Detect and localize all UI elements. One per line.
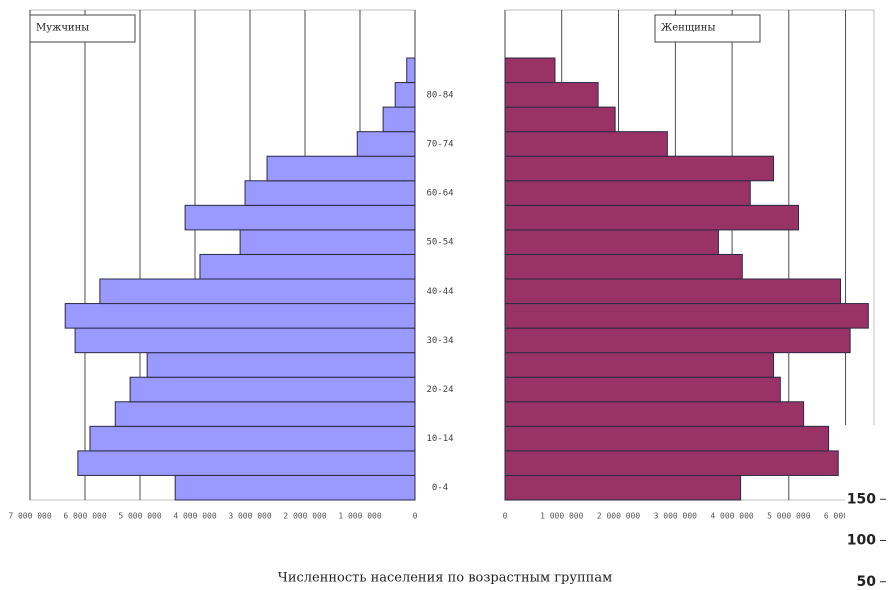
category-label: 30-34 [426, 336, 453, 346]
bar [146, 352, 416, 378]
bar [74, 327, 416, 354]
category-label: 40-44 [426, 287, 453, 297]
bar [89, 425, 416, 452]
bar [504, 82, 599, 108]
bar [504, 180, 751, 206]
category-label: 70-74 [426, 139, 453, 149]
legend-label: Мужчины [36, 23, 89, 34]
x-tick-label: 5 000 000 [767, 512, 811, 521]
bar [504, 106, 616, 133]
x-tick-label: 3 000 000 [654, 512, 698, 521]
x-tick-label: 4 000 000 [173, 512, 217, 521]
bar [129, 376, 416, 403]
bar [77, 450, 416, 476]
bar [114, 401, 416, 427]
legend-box [29, 14, 136, 43]
x-tick-label: 0 [503, 512, 508, 521]
bar [382, 106, 416, 133]
bar [504, 155, 775, 182]
x-tick-label: 7 000 000 [8, 512, 52, 521]
category-label: 0-4 [432, 483, 448, 493]
bar [244, 180, 416, 206]
bar [504, 303, 869, 329]
bar [504, 204, 799, 231]
legend-label: Женщины [661, 23, 715, 34]
bar [504, 327, 851, 354]
bar [504, 253, 743, 280]
x-tick-label: 3 000 000 [228, 512, 272, 521]
fragment-background [845, 425, 896, 590]
chart-title: Численность населения по возрастным груп… [278, 571, 612, 586]
x-tick-label: 1 000 000 [338, 512, 382, 521]
bar [504, 425, 830, 452]
x-tick-label: 4 000 000 [710, 512, 754, 521]
x-tick-label: 6 000 000 [63, 512, 107, 521]
category-label: 50-54 [426, 238, 453, 248]
x-tick-label: 2 000 000 [597, 512, 641, 521]
bar [504, 376, 781, 403]
bar [64, 303, 416, 329]
category-label: 10-14 [426, 434, 453, 444]
y-tick-label: 50 [857, 574, 877, 590]
bar [504, 131, 668, 157]
legend-box [654, 14, 761, 43]
bar [199, 253, 416, 280]
bar [504, 278, 842, 305]
category-label: 80-84 [426, 90, 453, 100]
bar [504, 57, 556, 84]
category-label: 20-24 [426, 385, 453, 395]
y-tick-label: 150 [847, 491, 876, 507]
bar [406, 57, 416, 84]
x-tick-label: 5 000 000 [118, 512, 162, 521]
bar [394, 82, 416, 108]
bar [99, 278, 416, 305]
bar [504, 401, 805, 427]
bar [174, 474, 416, 501]
bar [504, 352, 775, 378]
bar [356, 131, 416, 157]
bar [504, 229, 719, 255]
bar [239, 229, 416, 255]
bar [266, 155, 416, 182]
x-tick-label: 2 000 000 [283, 512, 327, 521]
bar [184, 204, 416, 231]
x-tick-label: 1 000 000 [540, 512, 584, 521]
bar [504, 450, 839, 476]
y-tick-label: 100 [847, 533, 876, 549]
category-label: 60-64 [426, 189, 453, 199]
x-tick-label: 0 [413, 512, 418, 521]
bar [504, 474, 742, 501]
